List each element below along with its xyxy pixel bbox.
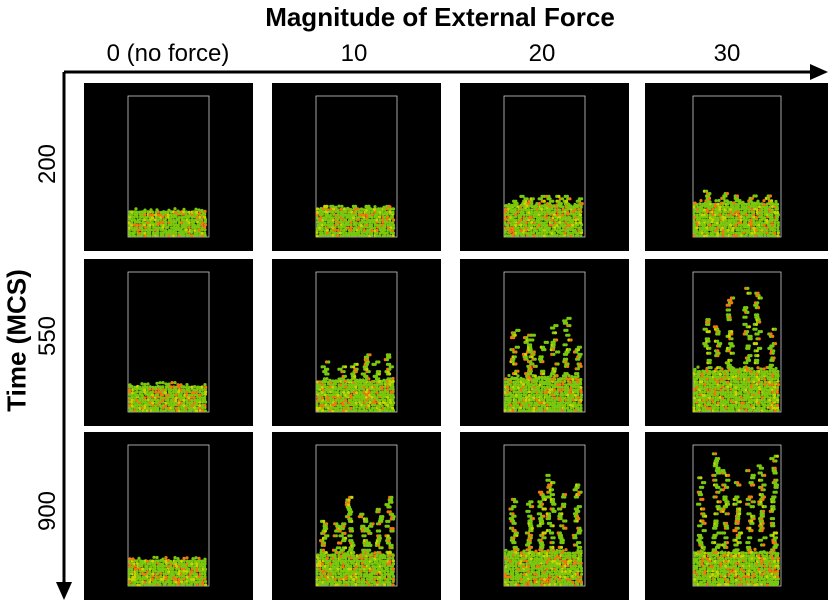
particle-snapshot [645,83,828,251]
y-axis-arrowhead [56,582,72,600]
ejected-particle-fingers [508,474,582,554]
particle-snapshot [272,432,441,600]
simulation-panel [84,83,253,251]
particle-snapshot [272,83,441,251]
granular-bed [127,556,207,587]
particle-snapshot [272,259,441,426]
granular-bed [128,207,208,237]
simulation-panel [460,83,629,251]
simulation-panel [460,259,629,426]
simulation-panel [460,432,629,600]
figure-title: Magnitude of External Force [180,2,700,33]
particle-snapshot [460,432,629,600]
particle-snapshot [645,432,828,600]
simulation-panel [272,259,441,426]
granular-bed [128,381,207,413]
ejected-particle-fingers [319,496,396,557]
column-label-force-30: 30 [637,40,817,68]
granular-bed [692,365,780,412]
simulation-panel [272,432,441,600]
ejected-particle-fingers [509,317,582,380]
particle-snapshot [84,432,253,600]
ejected-particle-fingers [322,205,391,211]
y-axis-title: Time (MCS) [2,266,33,416]
ejected-particle-fingers [696,452,779,554]
ejected-particle-fingers [702,287,777,372]
particle-snapshot [645,259,828,426]
row-label-time-550: 550 [34,296,62,376]
row-label-time-900: 900 [34,471,62,551]
column-label-force-20: 20 [452,40,632,68]
particle-snapshot [460,83,629,251]
simulation-panel [645,259,828,426]
simulation-panel [645,432,828,600]
particle-snapshot [84,83,253,251]
simulation-panel [84,432,253,600]
column-label-force-10: 10 [264,40,444,68]
simulation-panel [84,259,253,426]
row-label-time-200: 200 [34,124,62,204]
particle-snapshot [460,259,629,426]
simulation-panel [645,83,828,251]
column-label-force-0: 0 (no force) [78,40,258,68]
ejected-particle-fingers [321,353,395,383]
particle-snapshot [84,259,253,426]
simulation-panel [272,83,441,251]
